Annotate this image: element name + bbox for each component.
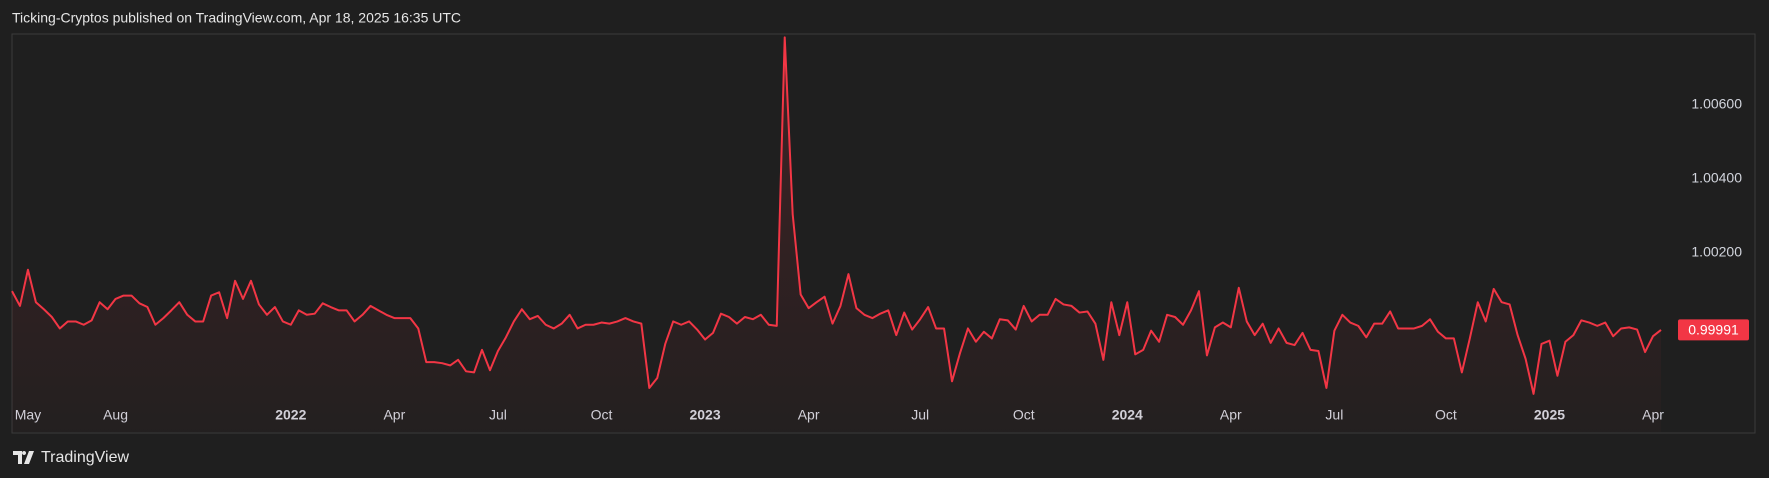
brand-name[interactable]: TradingView bbox=[41, 449, 129, 466]
area-fill bbox=[12, 37, 1661, 432]
publish-header: Ticking-Cryptos published on TradingView… bbox=[12, 10, 461, 26]
y-tick-label: 1.00200 bbox=[1691, 243, 1742, 259]
logo bbox=[13, 451, 34, 464]
plot-area: 1.002001.004001.00600MayAug2022AprJulOct… bbox=[11, 36, 1749, 432]
last-price-box bbox=[1678, 319, 1749, 341]
price-line bbox=[11, 36, 1662, 395]
y-tick-label: 1.00600 bbox=[1691, 96, 1742, 112]
last-price-label: 0.99991 bbox=[1688, 322, 1739, 338]
y-tick-label: 1.00400 bbox=[1691, 170, 1742, 186]
